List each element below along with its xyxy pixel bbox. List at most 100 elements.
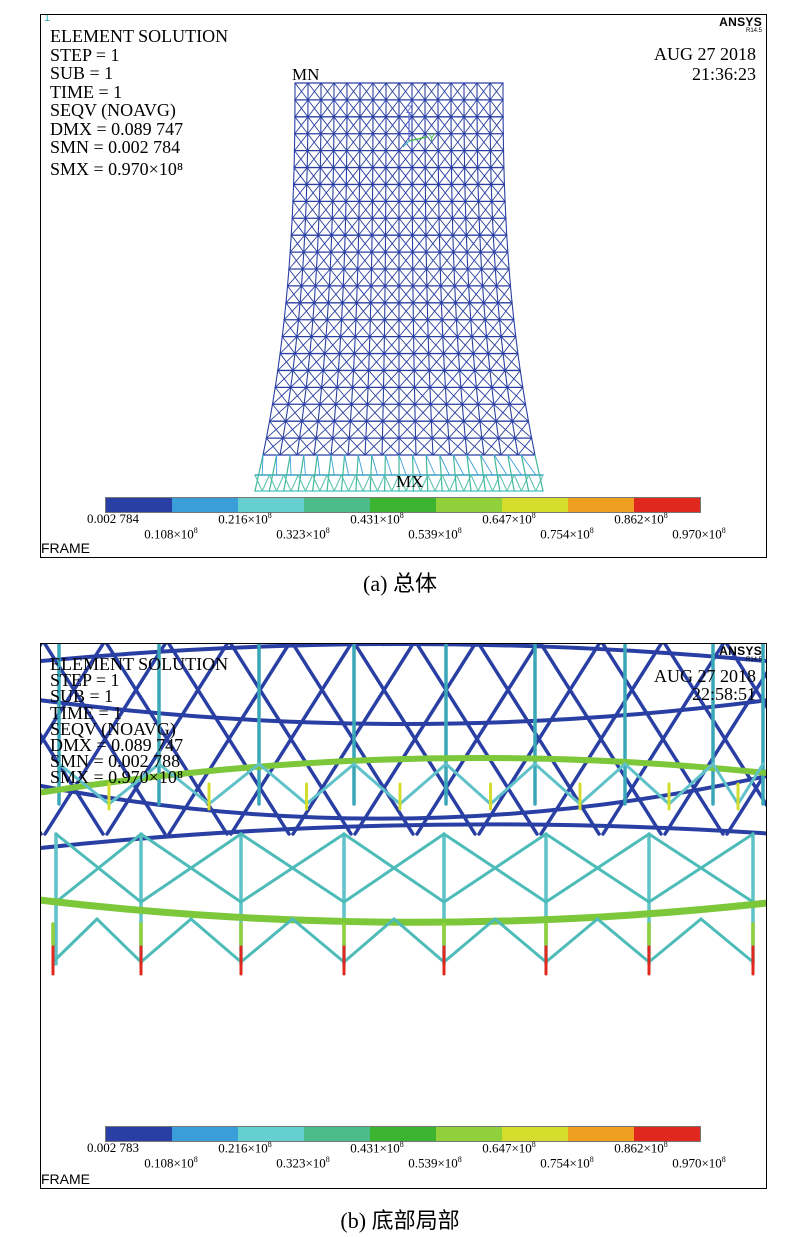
column-member (428, 352, 430, 372)
brace-member (330, 234, 346, 253)
brace-member (447, 403, 463, 422)
ansys-plot-bottom-detail: ELEMENT SOLUTION STEP = 1 SUB = 1 TIME =… (40, 643, 767, 1189)
brace-member (385, 200, 400, 219)
brace-member (437, 82, 452, 101)
support-column (340, 454, 346, 492)
smx-value: SMX = 0.970×10⁸ (50, 158, 184, 179)
v-leg (239, 917, 294, 964)
column-member (307, 352, 311, 372)
brace-member (424, 167, 439, 185)
brace-member (385, 133, 400, 152)
upper-ring-beam (41, 698, 766, 726)
brace-member (414, 403, 432, 422)
x-brace (342, 832, 446, 904)
support-column (268, 454, 278, 492)
brace-member (326, 302, 343, 321)
brace-member (346, 99, 361, 118)
mn-label: MN (292, 65, 320, 84)
brace-member (492, 217, 507, 236)
legend-value: 0.647×108 (482, 1140, 536, 1156)
column-member (465, 234, 468, 253)
x-brace (647, 832, 755, 904)
brace-member (476, 133, 491, 152)
smn-value: SMN = 0.002 784 (50, 137, 181, 157)
column-member (366, 403, 368, 422)
brace-member (465, 217, 480, 236)
brace-member (279, 437, 300, 456)
solution-title: ELEMENT SOLUTION (50, 654, 229, 674)
brace-member (371, 217, 387, 236)
brace-member (474, 353, 489, 371)
legend-value-mantissa: 0.647×10 (482, 511, 532, 527)
column-member (352, 369, 355, 388)
brace-member (384, 234, 400, 253)
column-member (443, 369, 446, 388)
brace-member (327, 285, 344, 304)
column-member (279, 437, 284, 456)
column-member (279, 336, 283, 355)
brace-member (476, 116, 491, 135)
column-member (471, 336, 474, 355)
brace-member (385, 167, 400, 185)
brace-member (287, 386, 307, 405)
column-member (289, 234, 292, 253)
v-leg (139, 917, 193, 964)
brace-member (426, 268, 441, 287)
brace-member (490, 133, 504, 152)
brace-member (301, 268, 317, 287)
support-column (507, 454, 515, 492)
column-member (343, 251, 346, 270)
brace-member (489, 353, 504, 371)
column-member (324, 336, 327, 355)
column-member (505, 217, 508, 236)
brace-member (383, 319, 400, 338)
column-member (304, 200, 307, 219)
brace-member (411, 200, 426, 219)
brace-member (331, 217, 347, 236)
column-member (522, 386, 527, 405)
v-leg (493, 917, 548, 964)
legend-value-mantissa: 0.323×10 (276, 526, 326, 542)
v-leg (596, 917, 651, 964)
brace-member (302, 251, 318, 270)
brace-member (288, 251, 305, 270)
ansys-logo: ANSYS (719, 644, 762, 658)
brace-member (345, 184, 360, 202)
brace-member (294, 133, 309, 152)
brace-member (478, 200, 493, 219)
brace-member (306, 167, 321, 185)
column-member (329, 251, 332, 270)
cooling-tower-frame-model (254, 82, 544, 492)
brace-member (472, 336, 488, 354)
v-brace (398, 762, 448, 806)
stress-color-legend (105, 1126, 701, 1142)
brace-member (425, 217, 440, 236)
column-member (427, 336, 430, 355)
legend-value-exponent: 8 (457, 1155, 462, 1164)
brace-member (321, 370, 339, 388)
brace-member (367, 370, 385, 388)
brace-member (438, 184, 453, 202)
column-member (296, 319, 300, 338)
column-member (457, 352, 461, 372)
legend-value: 0.647×108 (482, 511, 536, 527)
column-member (464, 437, 468, 456)
brace-member (291, 200, 307, 219)
support-brace (535, 474, 544, 492)
brace-member (340, 319, 357, 338)
column-member (511, 420, 516, 439)
column-member (480, 251, 483, 270)
support-brace (340, 474, 350, 492)
brace-member (370, 268, 386, 287)
column-member (292, 183, 295, 202)
brace-member (398, 251, 414, 270)
legend-swatch (436, 498, 502, 512)
seqv-label: SEQV (NOAVG) (50, 100, 176, 120)
support-column (520, 454, 530, 492)
brace-member (307, 353, 326, 371)
brace-member (325, 319, 343, 338)
brace-member (265, 420, 287, 439)
support-brace (412, 474, 422, 492)
legend-value: 0.970×108 (672, 1155, 726, 1171)
column-member (355, 302, 358, 321)
